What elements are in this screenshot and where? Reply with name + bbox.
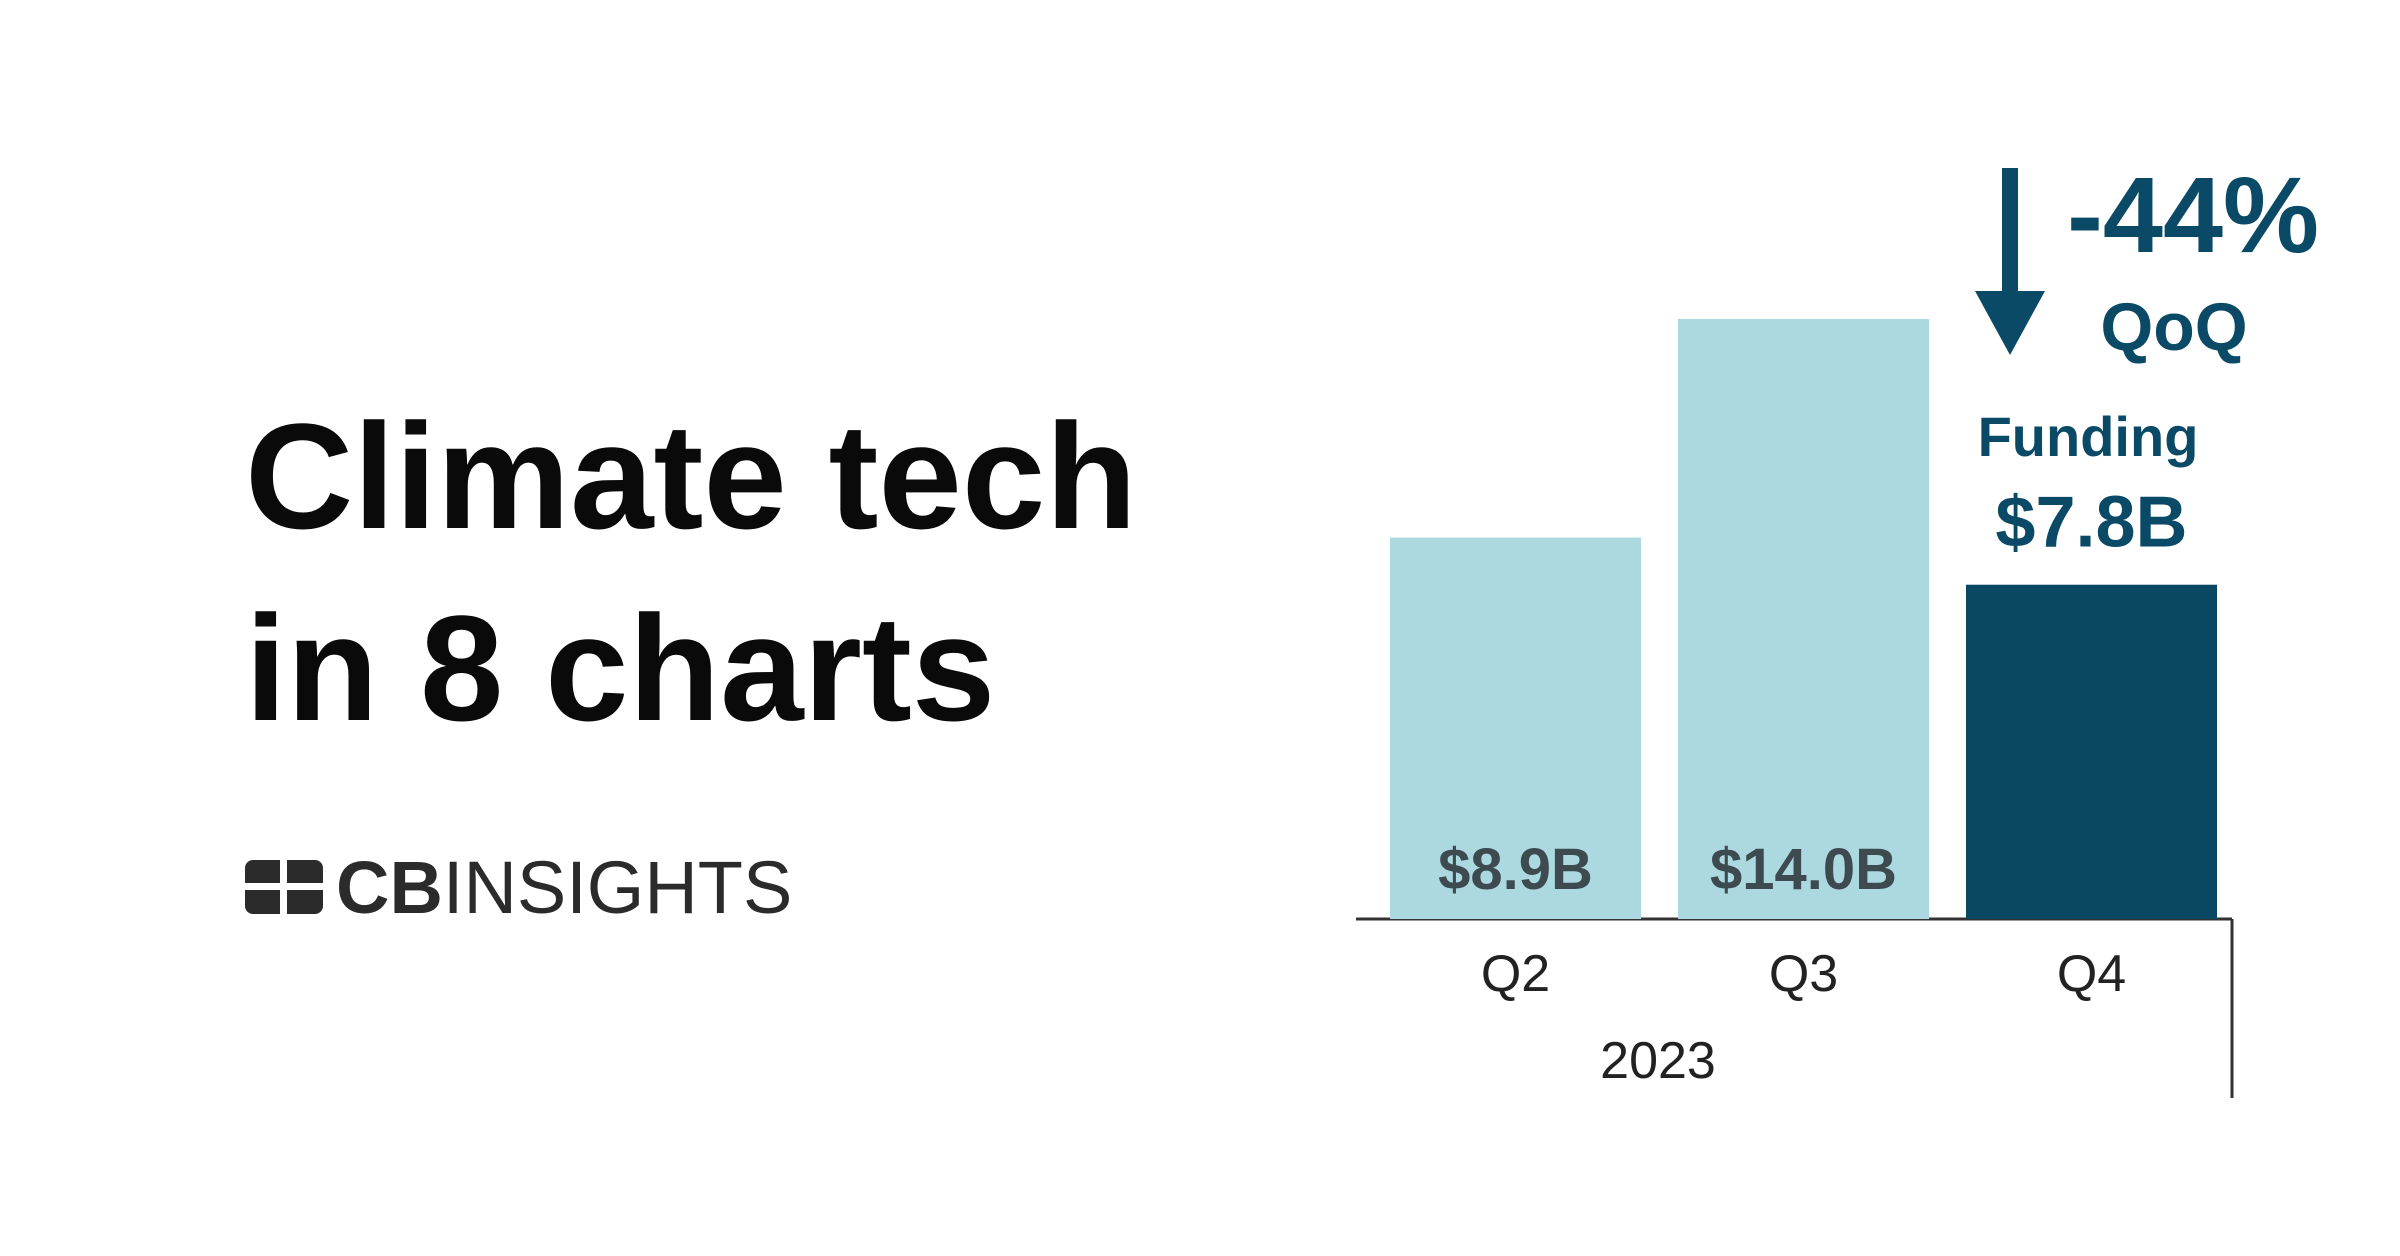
logo-light-text: INSIGHTS xyxy=(443,846,792,929)
x-tick-label: Q4 xyxy=(2057,945,2126,1003)
group-label: 2023 xyxy=(1600,1032,1716,1090)
logo-bold: CBINSIGHTS xyxy=(336,846,792,929)
change-annotation: -44% xyxy=(2067,154,2319,275)
metric-annotation: Funding xyxy=(1978,405,2199,468)
value-label: $14.0B xyxy=(1710,837,1897,902)
title-line: in 8 charts xyxy=(245,584,995,752)
bar xyxy=(1390,537,1641,919)
logo-bold-text: CB xyxy=(336,846,443,929)
bar xyxy=(1678,319,1929,919)
chart: 2023 -44% QoQ Funding Q2 $8.9B Q3 $14.0B Q4 $… xyxy=(1356,154,2319,1098)
value-label: $7.8B xyxy=(1995,483,2187,563)
value-label: $8.9B xyxy=(1438,837,1593,902)
bar xyxy=(1966,584,2217,919)
logo: CBINSIGHTS xyxy=(245,846,792,929)
x-tick-label: Q2 xyxy=(1481,945,1550,1003)
title-line: Climate tech xyxy=(245,392,1137,560)
logo-icon-gap xyxy=(280,860,287,914)
period-annotation: QoQ xyxy=(2100,289,2247,365)
arrow-head xyxy=(1975,291,2045,355)
x-tick-label: Q3 xyxy=(1769,945,1838,1003)
